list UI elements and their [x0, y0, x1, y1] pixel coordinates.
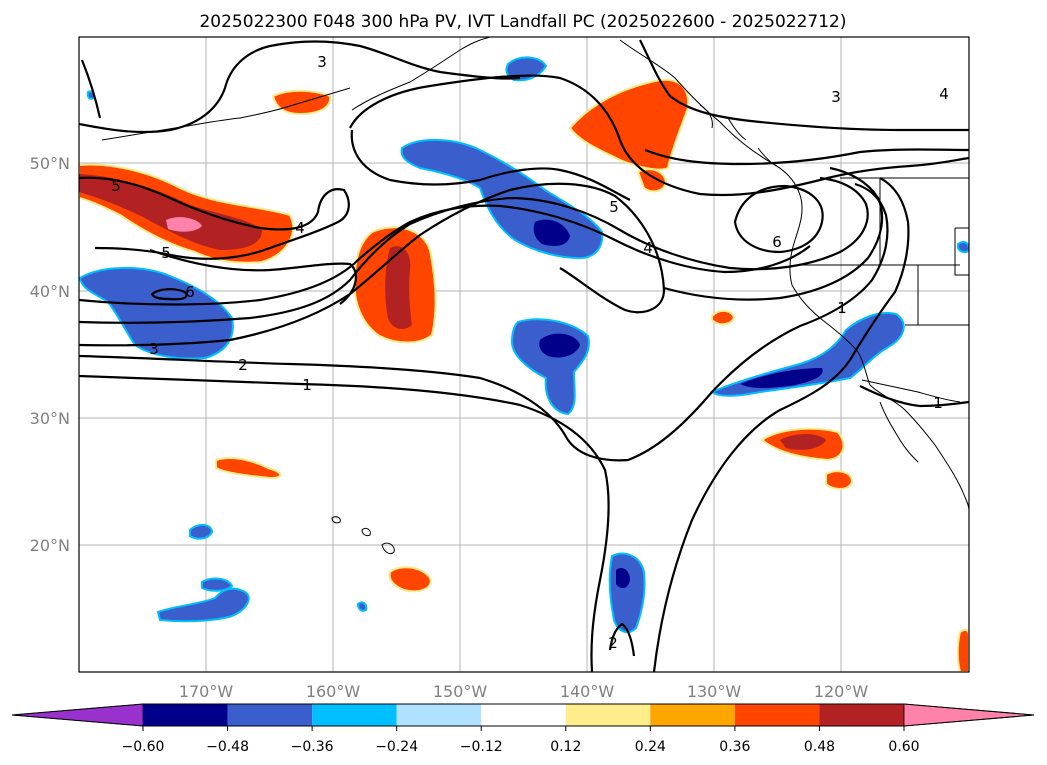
colorbar-tick-label: −0.24 — [375, 739, 418, 755]
colorbar-tick-label: −0.36 — [291, 739, 334, 755]
colorbar-tick-label: 0.24 — [635, 739, 666, 755]
longitude-label: 150°W — [433, 682, 488, 701]
longitude-label: 130°W — [687, 682, 742, 701]
contour-6-west — [150, 288, 188, 301]
negative-anomaly-california — [710, 312, 905, 397]
positive-anomaly-central-pacific-peak — [166, 217, 202, 232]
contour-label: 4 — [939, 85, 949, 103]
contour-3-east — [663, 166, 884, 301]
contour-north-east-top — [639, 39, 969, 132]
positive-anomaly-baja-west-core — [780, 434, 826, 450]
contour-2 — [79, 182, 889, 462]
contour-label: 1 — [302, 376, 312, 394]
contour-label: 4 — [295, 219, 305, 237]
negative-anomaly-alaska — [505, 56, 548, 82]
colorbar-extend-min — [11, 703, 144, 727]
colorbar-segment — [734, 704, 820, 726]
contour-label: 3 — [149, 340, 159, 358]
contour-label: 1 — [933, 394, 943, 412]
colorbar-segment — [143, 704, 228, 726]
longitude-label: 160°W — [306, 682, 361, 701]
contour-label: 5 — [111, 177, 121, 195]
colorbar-tick-label: −0.48 — [206, 739, 249, 755]
contour-2-south — [608, 622, 636, 657]
contour-6-low — [733, 184, 824, 254]
contour-label: 6 — [772, 233, 782, 251]
latitude-label: 30°N — [30, 409, 70, 428]
contour-label: 3 — [831, 88, 841, 106]
longitude-label: 170°W — [179, 682, 234, 701]
negative-anomaly-small-d — [957, 241, 969, 254]
figure-title: 2025022300 F048 300 hPa PV, IVT Landfall… — [199, 12, 846, 32]
negative-anomaly-south — [608, 552, 646, 634]
contour-label: 4 — [643, 239, 653, 257]
contour-label: 1 — [837, 299, 847, 317]
colorbar-tick-label: −0.60 — [122, 739, 165, 755]
contour-1 — [79, 374, 610, 672]
contour-north-east-mid — [644, 148, 969, 166]
positive-anomaly-hawaii-west — [215, 457, 282, 480]
positive-anomaly-small-1 — [825, 470, 854, 490]
colorbar-segment — [650, 704, 735, 726]
colorbar-tick-label: 0.36 — [719, 739, 750, 755]
colorbar-tick-label: 0.60 — [888, 739, 919, 755]
latitude-label: 40°N — [30, 282, 70, 301]
positive-anomaly-small-2 — [711, 310, 736, 326]
contour-label: 2 — [238, 356, 248, 374]
latitude-label: 20°N — [30, 536, 70, 555]
negative-anomaly-central-north-core — [533, 219, 570, 246]
colorbar-segment — [312, 704, 397, 726]
contour-label: 6 — [185, 283, 195, 301]
contour-pacific-west-top — [80, 59, 102, 119]
positive-anomaly-gulf-alaska-south — [636, 168, 668, 193]
positive-anomaly-central-pacific-core — [79, 174, 262, 250]
contour-5 — [79, 204, 811, 306]
colorbar-segment — [396, 704, 482, 726]
coastlines — [101, 37, 969, 555]
contour-1-east — [652, 177, 910, 672]
contour-north-ring — [349, 74, 969, 197]
contour-labels: 3 3 4 5 5 4 6 5 4 6 3 2 1 1 1 2 — [111, 53, 949, 652]
colorbar: −0.60 −0.48 −0.36 −0.24 −0.12 0.12 0.24 0.36 0.4… — [11, 703, 1035, 755]
negative-anomaly-small-b — [356, 601, 368, 612]
latitude-labels: 50°N 40°N 30°N 20°N — [30, 154, 70, 555]
negative-anomaly-central-south-core — [539, 333, 580, 358]
contour-1-coast — [859, 385, 969, 408]
colorbar-tick-label: 0.48 — [804, 739, 835, 755]
contour-3 — [79, 182, 666, 347]
contour-label: 2 — [608, 634, 618, 652]
pv-contours — [79, 39, 969, 672]
negative-anomaly-small-a — [189, 524, 214, 540]
contour-label: 5 — [161, 244, 171, 262]
colorbar-tick-label: 0.12 — [550, 739, 581, 755]
positive-anomaly-hawaii-south — [388, 566, 432, 593]
longitude-labels: 170°W 160°W 150°W 140°W 130°W 120°W — [179, 682, 869, 701]
contour-pacific-upper — [79, 40, 521, 134]
longitude-label: 140°W — [560, 682, 615, 701]
map-frame — [78, 36, 970, 673]
positive-pv-shading — [79, 78, 969, 672]
positive-anomaly-mexico-edge — [956, 628, 969, 672]
negative-anomaly-hawaii-sw-2 — [201, 577, 234, 592]
negative-anomaly-hawaii-sw-1 — [156, 587, 250, 623]
negative-anomaly-south-core — [616, 568, 630, 589]
contour-label: 3 — [317, 53, 327, 71]
colorbar-segment — [227, 704, 313, 726]
colorbar-segment — [565, 704, 651, 726]
colorbar-tick-label: −0.12 — [460, 739, 503, 755]
contour-4 — [79, 176, 869, 324]
positive-anomaly-north-central-core — [385, 246, 412, 330]
colorbar-segment — [819, 704, 904, 726]
colorbar-segment — [481, 704, 566, 726]
contour-west-short — [149, 248, 358, 305]
longitude-label: 120°W — [814, 682, 869, 701]
contour-label: 5 — [609, 198, 619, 216]
contour-west-lobe — [79, 176, 350, 260]
negative-anomaly-california-core — [740, 368, 823, 388]
latitude-label: 50°N — [30, 154, 70, 173]
positive-anomaly-gulf-alaska — [568, 78, 690, 171]
colorbar-extend-max — [903, 703, 1035, 727]
contour-north-ring-inner — [350, 129, 631, 201]
